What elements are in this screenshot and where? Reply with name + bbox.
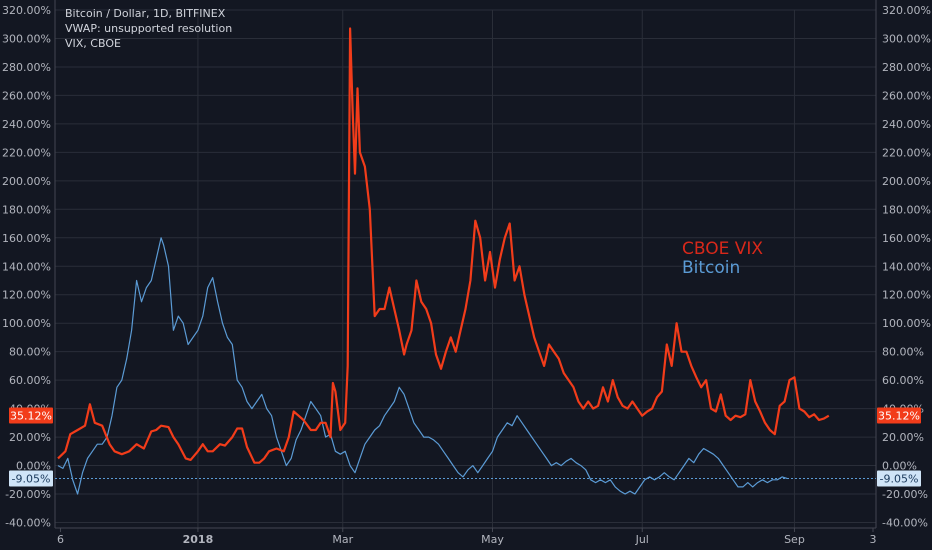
btc-badge-left-text: -9.05%	[12, 472, 51, 485]
chart-header: Bitcoin / Dollar, 1D, BITFINEX VWAP: uns…	[65, 6, 232, 51]
left-tick-label: 140.00%	[2, 260, 51, 273]
value-badges: 35.12% 35.12% -9.05% -9.05%	[9, 407, 921, 487]
left-tick-label: 180.00%	[2, 203, 51, 216]
vix-badge-left-text: 35.12%	[10, 410, 52, 423]
right-tick-label: 120.00%	[882, 289, 931, 302]
left-tick-label: -40.00%	[5, 517, 51, 530]
vix-compare-label[interactable]: VIX, CBOE	[65, 37, 121, 50]
right-tick-label: 100.00%	[882, 317, 931, 330]
left-tick-label: 200.00%	[2, 175, 51, 188]
time-axis: 6 2018 Mar May Jul Sep 3	[57, 528, 877, 546]
right-tick-label: 60.00%	[882, 374, 924, 387]
right-tick-label: 0.00%	[882, 460, 917, 473]
left-tick-label: 60.00%	[9, 374, 51, 387]
btc-series-line	[57, 237, 788, 495]
left-tick-label: 100.00%	[2, 317, 51, 330]
left-tick-label: 320.00%	[2, 4, 51, 17]
right-tick-label: 160.00%	[882, 232, 931, 245]
vix-series-line	[57, 27, 830, 464]
right-tick-label: 300.00%	[882, 32, 931, 45]
chart-legend: CBOE VIX Bitcoin	[682, 240, 763, 278]
btc-badge-right-box	[877, 470, 921, 487]
left-tick-label: 120.00%	[2, 289, 51, 302]
right-tick-label: 240.00%	[882, 118, 931, 131]
right-tick-label: -40.00%	[882, 517, 928, 530]
left-tick-label: 240.00%	[2, 118, 51, 131]
btc-badge-right-text: -9.05%	[880, 472, 919, 485]
grid-lines	[55, 9, 876, 528]
vix-badge-left: 35.12%	[9, 407, 53, 424]
right-tick-label: 220.00%	[882, 146, 931, 159]
x-tick-label: 6	[57, 533, 64, 546]
x-tick-label: 3	[870, 533, 877, 546]
right-tick-label: 260.00%	[882, 89, 931, 102]
x-tick-label: May	[481, 533, 504, 546]
x-tick-label: Sep	[784, 533, 805, 546]
left-tick-label: 280.00%	[2, 61, 51, 74]
right-price-axis: -40.00%-20.00%0.00%20.00%40.00%60.00%80.…	[882, 4, 931, 530]
legend-btc: Bitcoin	[682, 258, 741, 278]
x-tick-label: Mar	[332, 533, 353, 546]
left-tick-label: 20.00%	[9, 431, 51, 444]
vwap-indicator-label[interactable]: VWAP: unsupported resolution	[65, 22, 233, 35]
left-tick-label: 80.00%	[9, 346, 51, 359]
right-tick-label: 20.00%	[882, 431, 924, 444]
right-tick-label: 80.00%	[882, 346, 924, 359]
right-tick-label: 280.00%	[882, 61, 931, 74]
vix-badge-right: 35.12%	[877, 407, 921, 424]
vix-badge-left-box	[9, 407, 53, 424]
left-tick-label: 0.00%	[16, 460, 51, 473]
btc-badge-left-box	[9, 470, 53, 487]
btc-badge-left: -9.05%	[9, 470, 53, 487]
left-tick-label: -20.00%	[5, 488, 51, 501]
btc-badge-right: -9.05%	[877, 470, 921, 487]
x-tick-label: 2018	[183, 533, 214, 546]
vix-badge-right-box	[877, 407, 921, 424]
right-tick-label: -20.00%	[882, 488, 928, 501]
right-tick-label: 200.00%	[882, 175, 931, 188]
vix-badge-right-text: 35.12%	[878, 410, 920, 423]
symbol-title[interactable]: Bitcoin / Dollar, 1D, BITFINEX	[65, 7, 226, 20]
x-tick-label: Jul	[635, 533, 649, 546]
left-price-axis: -40.00%-20.00%0.00%20.00%40.00%60.00%80.…	[2, 4, 51, 530]
right-tick-label: 320.00%	[882, 4, 931, 17]
left-tick-label: 260.00%	[2, 89, 51, 102]
right-tick-label: 180.00%	[882, 203, 931, 216]
left-tick-label: 300.00%	[2, 32, 51, 45]
left-tick-label: 160.00%	[2, 232, 51, 245]
right-tick-label: 140.00%	[882, 260, 931, 273]
series-group	[57, 27, 830, 495]
legend-vix: CBOE VIX	[682, 239, 764, 259]
left-tick-label: 220.00%	[2, 146, 51, 159]
